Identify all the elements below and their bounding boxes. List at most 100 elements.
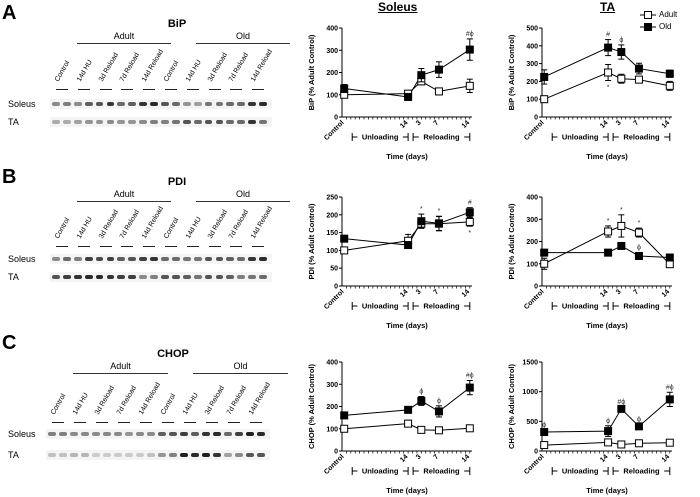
- lane-label: Control: [159, 392, 178, 416]
- blot-band: [150, 275, 158, 279]
- x-tick-label: Control: [323, 453, 346, 476]
- blot-band: [171, 275, 180, 279]
- y-axis-label: CHOP (% Adult Control): [307, 364, 316, 449]
- lane-label: 14d Reload: [250, 48, 275, 83]
- group-label-adult: Adult: [113, 31, 135, 41]
- blot-band: [128, 275, 137, 279]
- y-tick-label: 0: [534, 284, 538, 291]
- y-tick-label: 150: [326, 230, 338, 237]
- data-point-old: [604, 43, 613, 52]
- significance-annotation: ϕ: [606, 418, 610, 425]
- blot-band: [226, 120, 235, 124]
- legend-item-old: Old: [640, 22, 677, 31]
- x-group-label: Unloading: [362, 302, 399, 311]
- column-title-soleus: Soleus: [378, 0, 418, 14]
- y-tick-label: 200: [326, 70, 338, 77]
- data-point-old: [404, 405, 413, 414]
- x-group-bracket: Reloading: [612, 301, 671, 311]
- lane-marker: [230, 89, 243, 90]
- x-group-label: Reloading: [623, 133, 660, 142]
- data-point-old: [417, 217, 426, 226]
- data-point-old: [340, 411, 349, 420]
- data-point-old: [434, 219, 443, 228]
- blot-band: [73, 275, 82, 279]
- lane-label: Control: [53, 216, 72, 240]
- x-group-label: Unloading: [562, 467, 599, 476]
- blot-band: [95, 275, 104, 279]
- blot-band: [237, 257, 246, 261]
- lane-label: 3d Reload: [203, 384, 226, 416]
- data-point-adult: [634, 75, 643, 84]
- bracket-label-bg: [557, 466, 603, 476]
- lane-label: 14d Reload: [247, 381, 272, 416]
- data-point-old: [617, 48, 626, 57]
- blot-band: [180, 432, 188, 436]
- x-tick-label: 3: [615, 119, 623, 127]
- group-label-adult: Adult: [113, 189, 135, 199]
- data-point-old: [540, 428, 549, 437]
- x-tick-label: 3: [615, 453, 623, 461]
- significance-annotation: *: [420, 206, 423, 213]
- blot-band: [73, 120, 82, 124]
- lane-label: 7d Reload: [228, 51, 251, 83]
- blot-band: [246, 453, 254, 457]
- blot-band: [84, 120, 93, 124]
- y-tick-label: 0: [334, 115, 338, 122]
- x-group-bracket: Unloading: [351, 301, 409, 311]
- group-underline: [196, 43, 290, 44]
- lane-label: 7d Reload: [225, 384, 248, 416]
- blot-band: [169, 453, 177, 457]
- x-tick-label: 14: [599, 119, 610, 130]
- y-tick-label: 300: [326, 382, 338, 389]
- blot-title: BiP: [167, 18, 187, 30]
- bracket-label-bg: [418, 466, 465, 476]
- blot-band: [139, 257, 148, 261]
- blot-band: [193, 257, 202, 261]
- x-tick-label: 14: [599, 453, 610, 464]
- blot-band: [224, 453, 232, 457]
- lane-label: 3d Reload: [93, 384, 116, 416]
- blot-band: [117, 257, 126, 261]
- bracket-label-bg: [357, 466, 403, 476]
- x-group-label: Reloading: [423, 302, 460, 311]
- x-tick-label: 14: [399, 288, 410, 299]
- bracket-label-bg: [418, 132, 465, 142]
- x-tick-label: Control: [323, 119, 346, 142]
- lane-marker: [184, 422, 196, 423]
- y-tick-label: 300: [326, 48, 338, 55]
- lane-marker: [206, 422, 218, 423]
- blot-band: [52, 257, 60, 261]
- x-tick-label: Control: [523, 453, 546, 476]
- blot-band: [204, 275, 213, 279]
- blot-band: [193, 275, 202, 279]
- y-tick-label: 0: [334, 284, 338, 291]
- data-point-adult: [434, 87, 443, 96]
- blot-band: [158, 432, 166, 436]
- lane-label: 14d HU: [71, 391, 90, 416]
- significance-annotation: #ϕ: [466, 372, 474, 379]
- y-tick-label: 200: [526, 79, 538, 86]
- blot-band: [62, 275, 71, 279]
- lane-label: 7d Reload: [119, 208, 142, 240]
- x-tick-label: 3: [615, 288, 623, 296]
- y-tick-label: 200: [326, 404, 338, 411]
- blot-strip-soleus: [50, 99, 272, 109]
- blot-band: [73, 257, 82, 261]
- significance-annotation: ϕ: [637, 245, 641, 252]
- bracket-label-bg: [557, 132, 603, 142]
- y-tick-label: 200: [326, 212, 338, 219]
- y-tick-label: 400: [526, 43, 538, 50]
- blot-band: [171, 257, 180, 261]
- y-axis-label: BiP (% Adult Control): [307, 34, 316, 110]
- blot-band: [248, 275, 257, 279]
- blot-band: [182, 102, 191, 106]
- group-underline: [73, 373, 168, 374]
- x-tick-label: 7: [433, 288, 441, 296]
- data-point-adult: [540, 95, 549, 104]
- lane-marker: [118, 422, 130, 423]
- open-square-marker-icon: [640, 10, 656, 19]
- blot-band: [237, 275, 246, 279]
- blot-band: [52, 120, 60, 124]
